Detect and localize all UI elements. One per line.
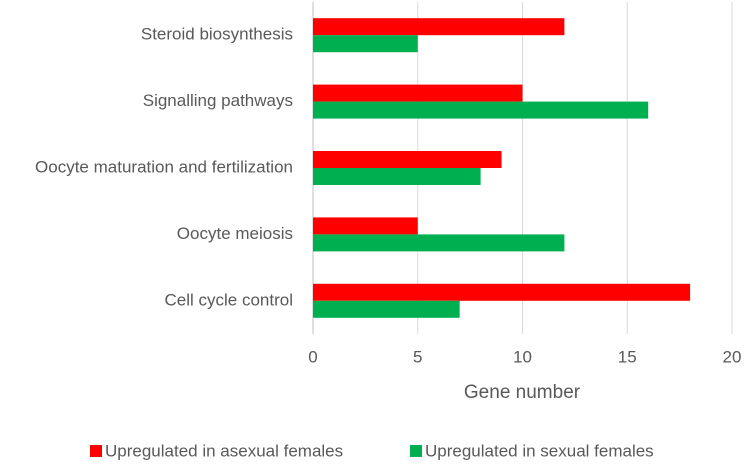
bar: [313, 300, 460, 318]
y-tick-label: Oocyte meiosis: [177, 224, 293, 243]
x-tick-label: 10: [513, 347, 532, 366]
bar: [313, 151, 502, 168]
bar: [313, 234, 565, 252]
bar: [313, 84, 523, 102]
x-tick-label: 15: [618, 347, 637, 366]
y-tick-label: Steroid biosynthesis: [141, 25, 293, 44]
x-axis-label: Gene number: [464, 382, 581, 403]
x-tick-label: 0: [308, 347, 317, 366]
legend-swatch: [90, 445, 102, 457]
legend-label: Upregulated in sexual females: [425, 441, 654, 460]
bar: [313, 101, 649, 119]
bar: [313, 35, 418, 53]
bar: [313, 283, 691, 301]
x-tick-label: 20: [723, 347, 742, 366]
legend-swatch: [410, 445, 422, 457]
y-tick-label: Cell cycle control: [165, 290, 294, 309]
x-tick-label: 5: [413, 347, 422, 366]
bar: [313, 217, 418, 235]
y-tick-label: Signalling pathways: [143, 91, 293, 110]
y-tick-label: Oocyte maturation and fertilization: [35, 157, 293, 176]
legend-label: Upregulated in asexual females: [105, 441, 343, 460]
bar: [313, 168, 481, 185]
bar: [313, 18, 565, 36]
